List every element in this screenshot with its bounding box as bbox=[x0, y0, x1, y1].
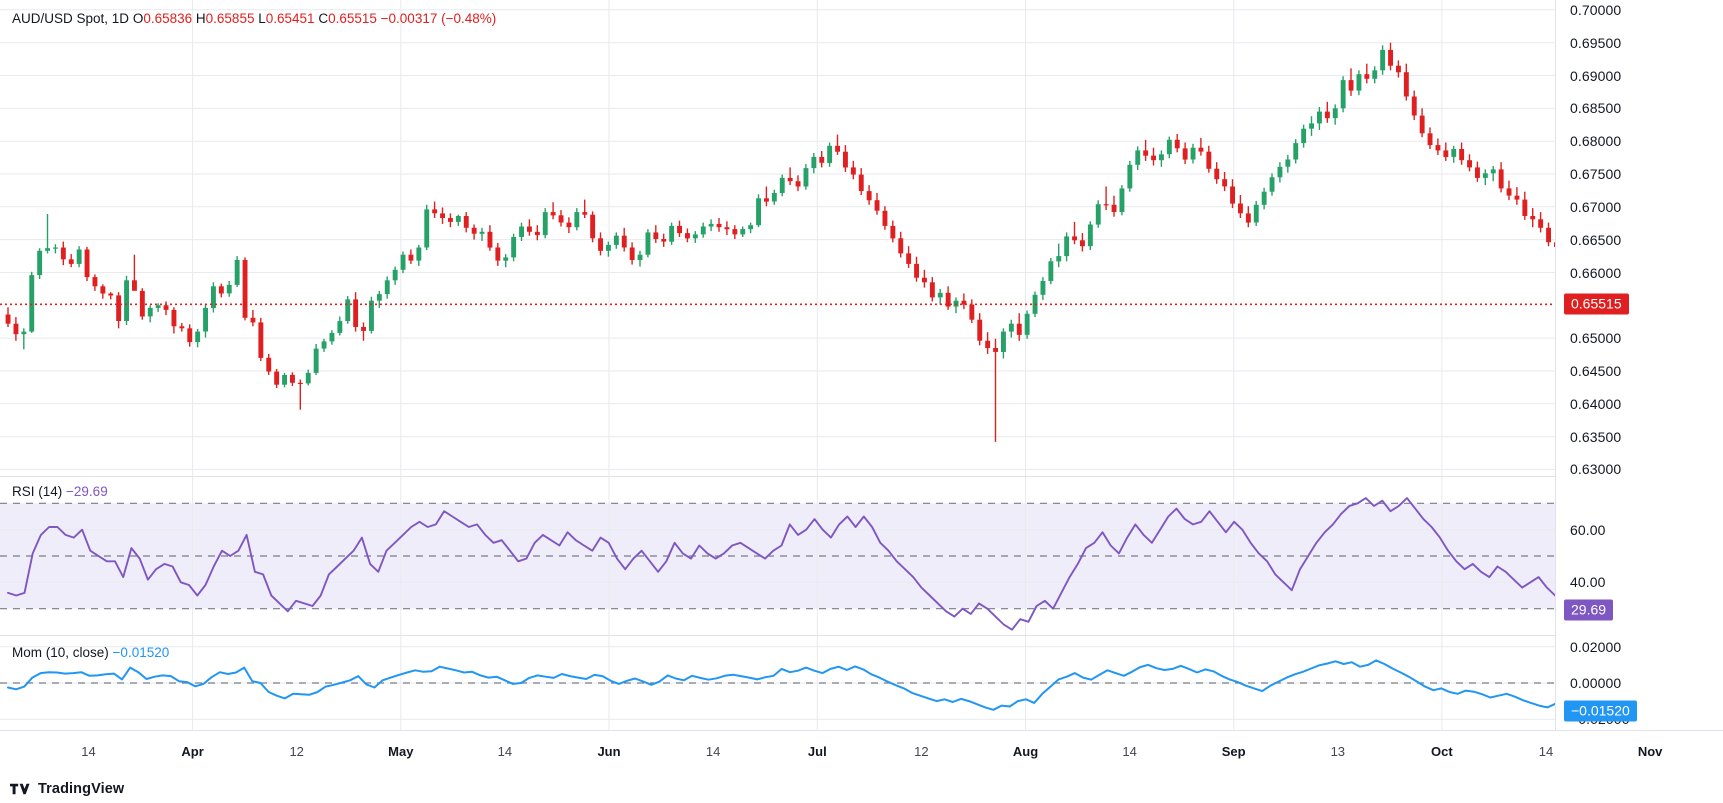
time-axis-tick: Oct bbox=[1431, 744, 1453, 759]
time-axis-tick: 12 bbox=[289, 744, 304, 759]
momentum-plot[interactable] bbox=[0, 636, 1678, 730]
time-axis-tick: Nov bbox=[1637, 744, 1663, 759]
price-axis-tick: 0.70000 bbox=[1570, 1, 1622, 18]
time-axis-tick: Apr bbox=[181, 744, 204, 759]
momentum-value-badge[interactable]: −0.01520 bbox=[1564, 700, 1637, 721]
rsi-series bbox=[0, 477, 1678, 635]
time-axis-tick: 13 bbox=[1330, 744, 1346, 759]
momentum-series bbox=[0, 636, 1678, 730]
price-axis-tick: 0.69000 bbox=[1570, 67, 1622, 84]
time-axis-tick: Jul bbox=[807, 744, 827, 759]
price-axis-tick: 0.67500 bbox=[1570, 166, 1622, 182]
brand-name: TradingView bbox=[38, 781, 125, 797]
momentum-axis-tick: 0.00000 bbox=[1570, 675, 1622, 691]
price-axis-tick: 0.63000 bbox=[1570, 461, 1622, 478]
momentum-pane[interactable]: Mom (10, close) −0.01520 bbox=[0, 636, 1723, 730]
candlestick-series bbox=[0, 0, 1678, 476]
price-scale[interactable]: 0.70000 0.69500 0.69000 0.68500 0.68000 0.675… bbox=[1555, 0, 1723, 730]
price-axis-tick: 0.66000 bbox=[1570, 264, 1622, 281]
pane-separator-rsi-mom[interactable] bbox=[0, 635, 1723, 636]
price-axis-tick: 0.67000 bbox=[1570, 198, 1622, 215]
time-axis-tick: 12 bbox=[914, 744, 929, 759]
rsi-plot[interactable] bbox=[0, 477, 1678, 635]
rsi-axis-tick: 60.00 bbox=[1570, 521, 1606, 538]
pane-separator-price-rsi[interactable] bbox=[0, 476, 1723, 477]
price-axis-tick: 0.65000 bbox=[1570, 330, 1622, 347]
tradingview-branding[interactable]: TradingView bbox=[10, 778, 124, 800]
time-axis-tick: Aug bbox=[1012, 744, 1039, 759]
time-axis-tick: 14 bbox=[81, 744, 96, 759]
price-pane[interactable]: AUD/USD Spot, 1D O0.65836 H0.65855 L0.65… bbox=[0, 0, 1723, 476]
price-axis-tick: 0.69500 bbox=[1570, 34, 1622, 51]
time-axis-tick: May bbox=[388, 744, 414, 759]
rsi-value-badge[interactable]: 29.69 bbox=[1564, 599, 1614, 620]
time-scale[interactable]: 14 Apr 12 May 14 Jun 14 Jul 12 Aug 14 Sep 13 Oct 14 Nov bbox=[0, 730, 1723, 772]
time-axis-tick: 14 bbox=[705, 744, 721, 759]
price-axis-tick: 0.63500 bbox=[1570, 428, 1622, 445]
price-axis-tick: 0.68000 bbox=[1570, 133, 1622, 150]
time-axis-tick: Jun bbox=[597, 744, 621, 759]
rsi-axis-tick: 40.00 bbox=[1570, 574, 1606, 591]
price-plot[interactable] bbox=[0, 0, 1678, 476]
price-axis-tick: 0.64500 bbox=[1570, 363, 1622, 379]
time-axis-tick: Sep bbox=[1221, 744, 1246, 759]
rsi-scale-section[interactable]: 60.00 40.00 29.69 bbox=[1556, 477, 1723, 635]
last-price-badge[interactable]: 0.65515 bbox=[1564, 293, 1629, 315]
tradingview-logo-icon bbox=[10, 782, 31, 796]
momentum-axis-tick: 0.02000 bbox=[1570, 638, 1622, 655]
rsi-pane[interactable]: RSI (14) −29.69 bbox=[0, 477, 1723, 635]
price-axis-tick: 0.66500 bbox=[1570, 231, 1622, 248]
price-axis-tick: 0.64000 bbox=[1570, 395, 1622, 412]
time-axis-tick: 14 bbox=[1538, 744, 1554, 759]
time-axis-tick: 14 bbox=[497, 744, 513, 759]
price-scale-section[interactable]: 0.70000 0.69500 0.69000 0.68500 0.68000 0.675… bbox=[1556, 0, 1723, 478]
price-axis-tick: 0.68500 bbox=[1570, 100, 1622, 117]
time-axis-tick: 14 bbox=[1122, 744, 1137, 759]
